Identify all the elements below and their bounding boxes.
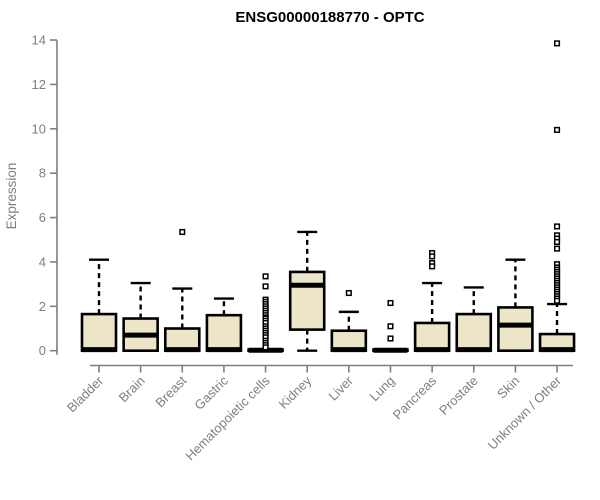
- y-tick-label: 8: [39, 166, 46, 181]
- box-group-unknown-other: [538, 40, 576, 353]
- x-tick-label: Skin: [494, 373, 522, 401]
- chart-title: ENSG00000188770 - OPTC: [235, 9, 424, 26]
- outlier-point: [553, 297, 561, 304]
- outlier-point: [553, 223, 561, 230]
- x-tick-label: Lung: [367, 373, 398, 404]
- x-tick-label: Unknown / Other: [485, 373, 565, 453]
- box-group-breast: [163, 228, 201, 353]
- box: [205, 313, 243, 353]
- outlier-point: [553, 126, 561, 133]
- x-tick-label: Brain: [116, 373, 148, 405]
- y-tick-label: 0: [39, 343, 46, 358]
- box-group-skin: [497, 258, 534, 353]
- outlier-point: [387, 299, 394, 307]
- y-tick-label: 12: [32, 77, 46, 92]
- box-group-bladder: [80, 258, 118, 353]
- outlier-point: [387, 323, 394, 330]
- outlier-point: [429, 263, 436, 270]
- y-tick-label: 4: [39, 254, 46, 269]
- outlier-point: [262, 344, 269, 351]
- box: [455, 312, 493, 352]
- box: [288, 270, 326, 331]
- x-tick-label: Pancreas: [390, 373, 440, 423]
- outlier-point: [262, 283, 269, 290]
- box-group-lung: [372, 299, 409, 353]
- x-tick-label: Prostate: [436, 373, 481, 418]
- box-group-prostate: [455, 286, 493, 353]
- box: [497, 306, 534, 353]
- outlier-point: [345, 289, 352, 297]
- box-group-liver: [330, 289, 368, 353]
- outlier-point: [553, 238, 561, 246]
- box-group-gastric: [205, 297, 243, 353]
- x-tick-label: Breast: [152, 373, 189, 410]
- x-tick-label: Bladder: [64, 373, 107, 416]
- y-tick-label: 14: [32, 33, 46, 48]
- outlier-point: [553, 40, 561, 47]
- outlier-point: [179, 228, 186, 236]
- outlier-point: [429, 253, 436, 260]
- y-tick-label: 10: [32, 121, 46, 136]
- box-group-pancreas: [413, 250, 451, 353]
- outlier-point: [553, 245, 561, 252]
- x-tick-label: Gastric: [191, 373, 231, 413]
- x-tick-label: Liver: [325, 373, 356, 404]
- y-axis-title: Expression: [4, 163, 19, 230]
- y-tick-label: 6: [39, 210, 46, 225]
- box-group-brain: [122, 281, 159, 353]
- y-tick-label: 2: [39, 299, 46, 314]
- box-group-kidney: [288, 230, 326, 352]
- box: [413, 321, 451, 352]
- box: [80, 312, 118, 352]
- outlier-point: [262, 273, 269, 280]
- x-tick-label: Kidney: [276, 373, 315, 412]
- box-group-hematopoietic-cells: [247, 273, 284, 353]
- outlier-point: [387, 335, 394, 342]
